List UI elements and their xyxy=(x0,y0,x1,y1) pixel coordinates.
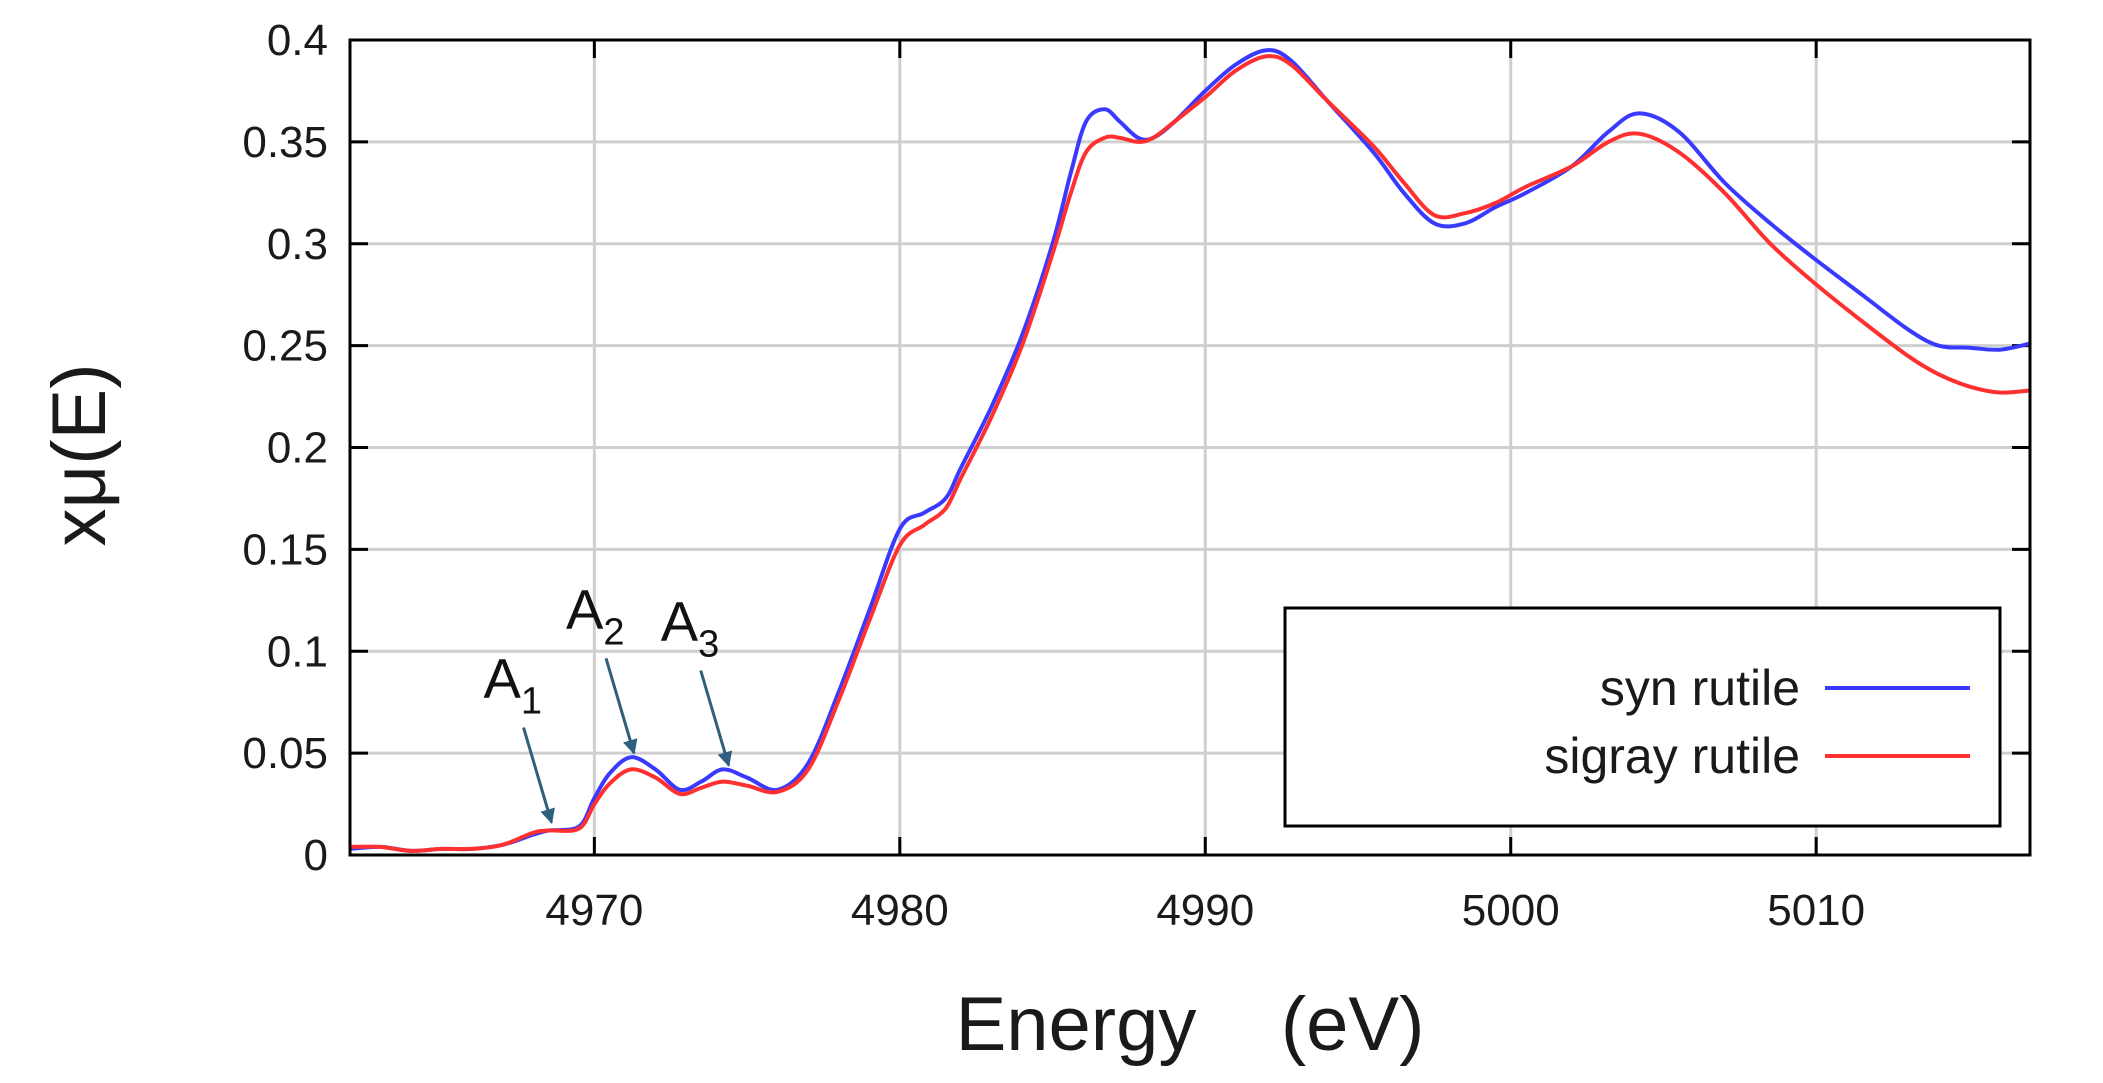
x-tick-label: 4970 xyxy=(545,886,643,935)
y-tick-label: 0 xyxy=(304,831,328,880)
annotation-label-subscript: 3 xyxy=(698,624,719,666)
series-lines xyxy=(350,48,2030,853)
x-axis-title: Energy (eV) xyxy=(956,982,1425,1067)
y-axis-ticks: 0 0.05 0.1 0.15 0.2 0.25 0.3 0.35 0.4 xyxy=(242,16,2030,880)
annotation-arrow xyxy=(699,670,733,767)
annotation-label-text: A xyxy=(661,590,699,653)
legend-box xyxy=(1283,606,2002,828)
annotation-label-text: A xyxy=(566,577,604,640)
annotation-label: A2 xyxy=(566,577,625,653)
annotation-arrow xyxy=(604,657,638,755)
y-tick-label: 0.1 xyxy=(267,627,328,676)
y-tick-label: 0.05 xyxy=(242,729,328,778)
y-tick-label: 0.2 xyxy=(267,424,328,473)
grid-lines xyxy=(350,40,2030,855)
annotation-label-subscript: 1 xyxy=(521,681,542,723)
y-tick-label: 0.25 xyxy=(242,322,328,371)
y-tick-label: 0.3 xyxy=(267,220,328,269)
x-tick-label: 5000 xyxy=(1462,886,1560,935)
series-line-syn-rutile xyxy=(350,48,2030,853)
annotation-label: A3 xyxy=(661,590,720,666)
legend: syn rutile sigray rutile xyxy=(1283,606,2002,828)
series-line-sigray-rutile xyxy=(350,54,2030,853)
annotation-label-text: A xyxy=(484,647,522,710)
y-tick-label: 0.4 xyxy=(267,16,328,65)
legend-label: syn rutile xyxy=(1600,660,1800,716)
x-tick-label: 4980 xyxy=(851,886,949,935)
legend-label: sigray rutile xyxy=(1544,728,1800,784)
x-tick-label: 5010 xyxy=(1767,886,1865,935)
y-tick-label: 0.35 xyxy=(242,118,328,167)
x-axis-ticks: 4970 4980 4990 5000 5010 xyxy=(545,40,1865,935)
y-axis-title: xμ(E) xyxy=(37,363,122,546)
y-tick-label: 0.15 xyxy=(242,525,328,574)
annotation-label: A1 xyxy=(484,647,542,723)
annotation-label-subscript: 2 xyxy=(603,611,624,653)
annotation-arrow xyxy=(522,727,555,824)
plot-frame xyxy=(348,38,2032,857)
x-tick-label: 4990 xyxy=(1156,886,1254,935)
